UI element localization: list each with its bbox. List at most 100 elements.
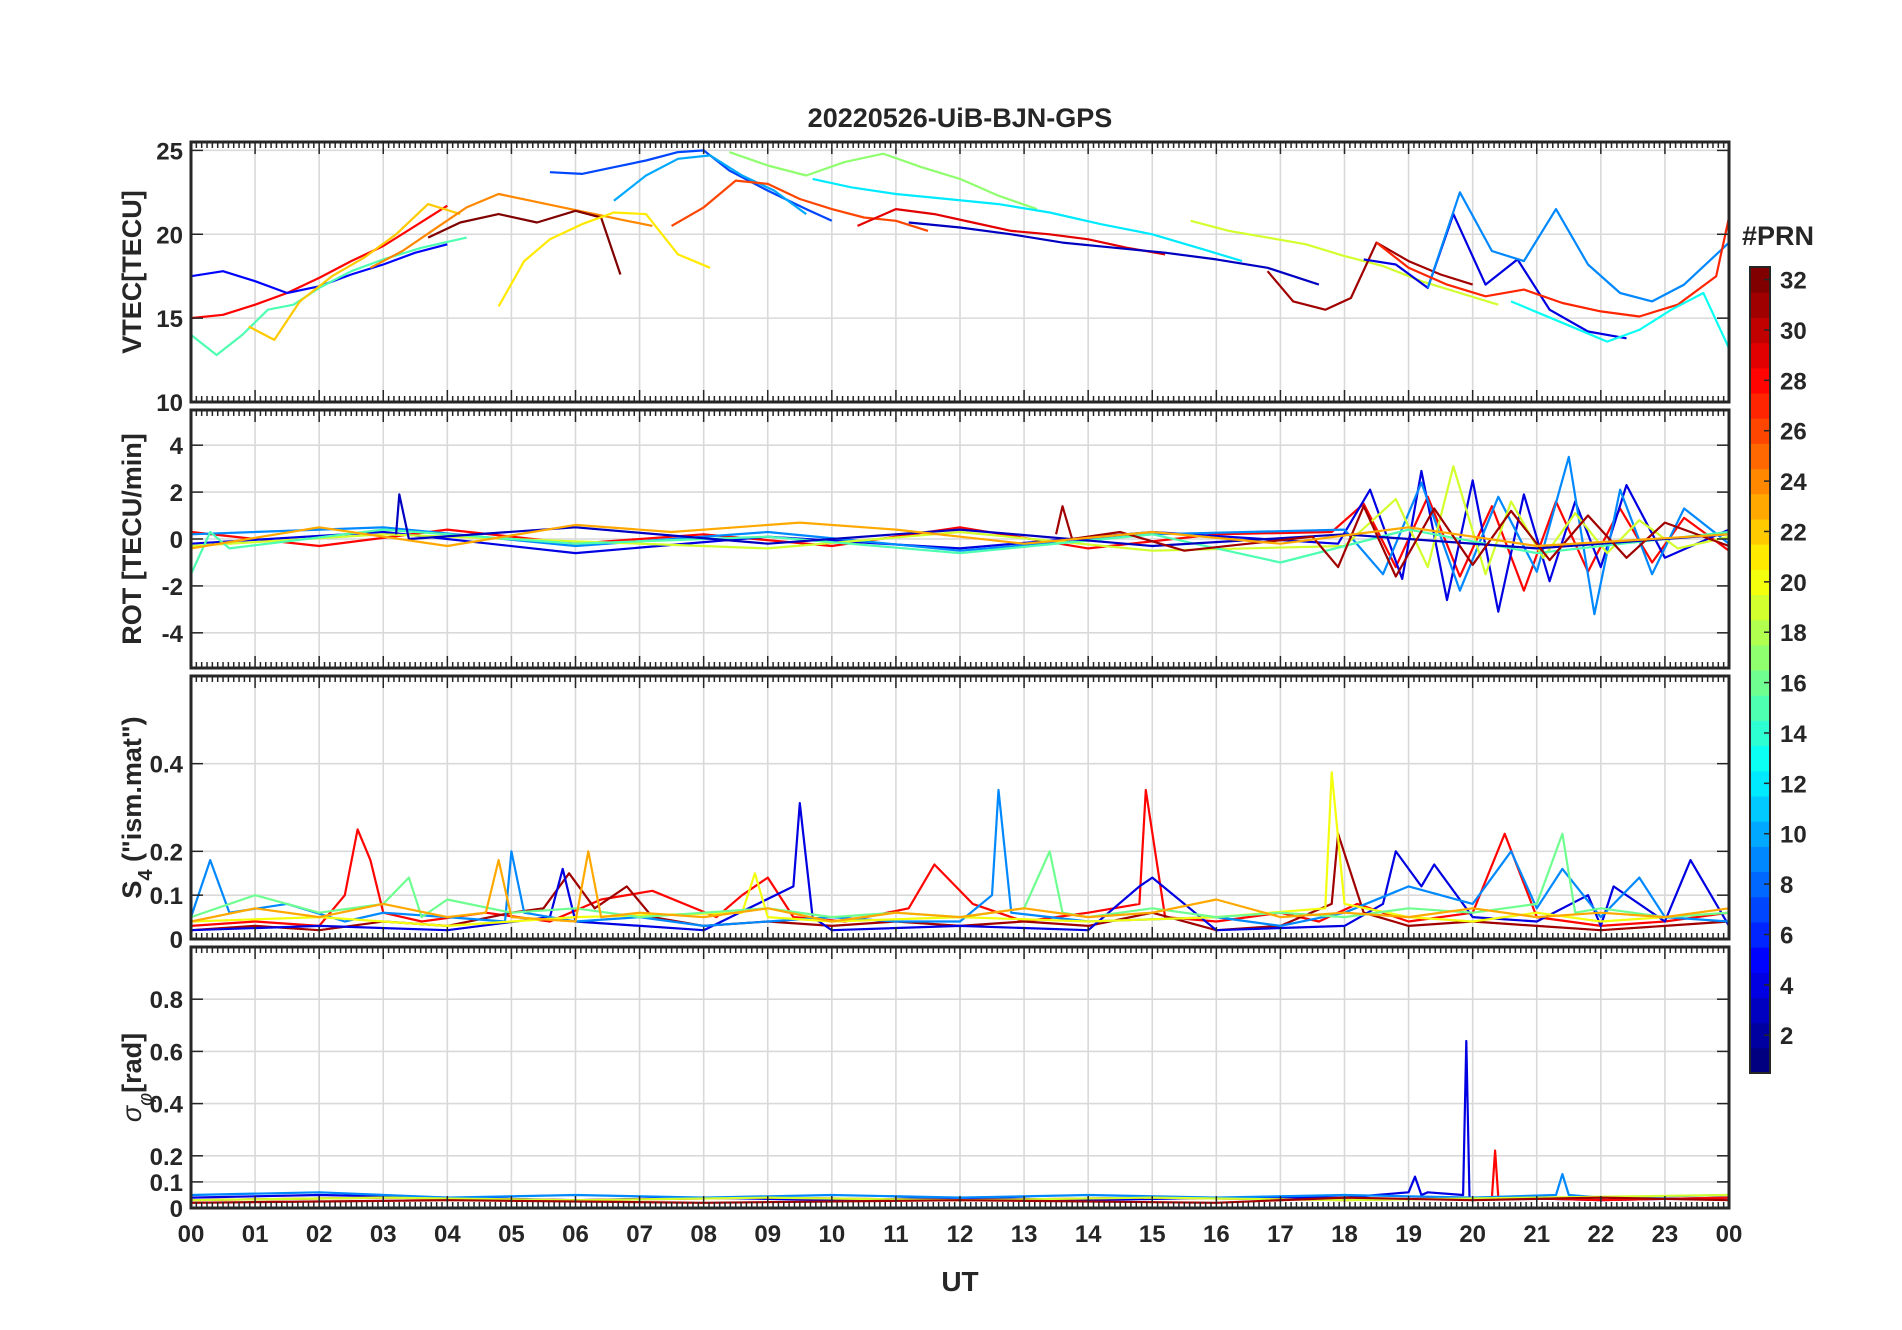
colorbar-segment <box>1750 367 1770 394</box>
colorbar-segment <box>1750 720 1770 747</box>
colorbar-segment <box>1750 468 1770 495</box>
colorbar-segment <box>1750 1022 1770 1049</box>
colorbar-segment <box>1750 871 1770 898</box>
y-tick-label: 2 <box>170 480 183 507</box>
colorbar-tick-label: 28 <box>1780 368 1807 395</box>
series-line-prn-24 <box>369 192 653 269</box>
colorbar-segment <box>1750 745 1770 772</box>
colorbar-tick-label: 30 <box>1780 318 1807 345</box>
colorbar-segment <box>1750 846 1770 873</box>
y-tick-label: 10 <box>156 390 183 417</box>
colorbar-segment <box>1750 1047 1770 1074</box>
colorbar-tick-label: 14 <box>1780 721 1807 748</box>
series-line-prn-7 <box>549 149 833 222</box>
panel-vtec: 10 15 20 25 VTEC[TECU] <box>117 138 1731 417</box>
series-line-prn-23 <box>191 521 1729 550</box>
x-tick-label: 05 <box>498 1221 525 1248</box>
colorbar-tick-label: 24 <box>1780 469 1807 496</box>
x-tick-label: 15 <box>1139 1221 1166 1248</box>
colorbar-segment <box>1750 670 1770 696</box>
colorbar-segment <box>1750 821 1770 847</box>
x-axis-label: UT <box>941 1266 978 1297</box>
x-tick-labels: 00 01 02 03 04 05 06 07 08 09 10 11 12 13 14 15 16 17 18 19… <box>178 1221 1743 1248</box>
colorbar-segment <box>1750 342 1770 369</box>
x-tick-label: 23 <box>1652 1221 1679 1248</box>
colorbar-segment <box>1750 896 1770 923</box>
series-line-prn-23 <box>191 850 1729 923</box>
colorbar-segment <box>1750 619 1770 646</box>
series-line-prn-15 <box>191 236 467 357</box>
colorbar-tick-label: 22 <box>1780 519 1807 546</box>
x-tick-label: 14 <box>1075 1221 1102 1248</box>
colorbar-frame <box>1749 266 1771 1074</box>
colorbar-label: #PRN <box>1742 221 1814 251</box>
colorbar-segment <box>1750 947 1770 973</box>
series-line-prn-15 <box>191 528 1729 575</box>
series-line-prn-3 <box>908 221 1320 286</box>
x-tick-label: 21 <box>1523 1221 1550 1248</box>
x-tick-label: 16 <box>1203 1221 1230 1248</box>
colorbar-tick-label: 4 <box>1780 973 1794 1000</box>
panel-rot: -4 -2 0 2 4 ROT [TECU/min] <box>117 408 1731 670</box>
colorbar-tick-label: 10 <box>1780 822 1807 849</box>
y-axis-label: S4 ("ism.mat") <box>117 716 157 898</box>
colorbar-tick-label: 16 <box>1780 671 1807 698</box>
x-tick-label: 18 <box>1331 1221 1358 1248</box>
y-tick-label: -2 <box>162 574 183 601</box>
y-tick-label: 0 <box>170 527 183 554</box>
series-line-prn-31 <box>1055 505 1729 578</box>
colorbar-segment <box>1750 544 1770 570</box>
x-tick-label: 12 <box>947 1221 974 1248</box>
series-line-prn-21 <box>497 211 711 307</box>
colorbar-segment <box>1750 644 1770 671</box>
x-tick-label: 00 <box>1716 1221 1743 1248</box>
y-tick-label: 0.6 <box>150 1039 183 1066</box>
x-tick-label: 17 <box>1267 1221 1294 1248</box>
y-tick-label: 4 <box>170 433 184 460</box>
colorbar-tick-label: 8 <box>1780 872 1793 899</box>
colorbar-tick-label: 6 <box>1780 922 1793 949</box>
x-tick-label: 02 <box>306 1221 333 1248</box>
colorbar-segment <box>1750 795 1770 822</box>
series-group <box>191 149 1729 357</box>
series-line-prn-9 <box>1426 191 1729 303</box>
colorbar-segment <box>1750 518 1770 545</box>
series-group <box>191 771 1729 932</box>
series-line-prn-27 <box>1375 217 1729 318</box>
x-tick-label: 04 <box>434 1221 461 1248</box>
colorbar-segment <box>1750 292 1770 318</box>
colorbar-segment <box>1750 317 1770 344</box>
x-tick-label: 07 <box>626 1221 653 1248</box>
y-tick-label: -4 <box>162 621 184 648</box>
x-tick-label: 11 <box>883 1221 908 1248</box>
x-tick-label: 19 <box>1395 1221 1422 1248</box>
series-line-prn-12 <box>812 177 1243 263</box>
colorbar-tick-label: 18 <box>1780 620 1807 647</box>
y-axis-label: σφ[rad] <box>117 1033 157 1122</box>
x-tick-label: 20 <box>1459 1221 1486 1248</box>
x-tick-label: 01 <box>242 1221 269 1248</box>
series-line-prn-31 <box>191 832 1729 932</box>
colorbar-segment <box>1750 392 1770 419</box>
series-line-prn-22 <box>248 203 461 341</box>
colorbar-segment <box>1750 695 1770 721</box>
y-tick-label: 0.2 <box>150 839 183 866</box>
colorbar-tick-label: 32 <box>1780 268 1807 295</box>
x-tick-label: 22 <box>1587 1221 1614 1248</box>
colorbar-tick-label: 20 <box>1780 570 1807 597</box>
series-line-prn-17 <box>728 151 1038 211</box>
y-tick-label: 0.1 <box>150 1170 183 1197</box>
x-tick-label: 08 <box>690 1221 717 1248</box>
colorbar-segment <box>1750 921 1770 948</box>
panel-sigma_phi: 00.10.2 0.4 0.6 0.8 σφ[rad] <box>117 945 1731 1223</box>
series-line-prn-9 <box>191 788 1729 928</box>
colorbar-segment <box>1750 418 1770 444</box>
y-tick-label: 0.1 <box>150 883 183 910</box>
y-tick-label: 0 <box>170 927 183 954</box>
y-tick-label: 25 <box>156 138 183 165</box>
colorbar-segment <box>1750 267 1770 293</box>
series-line-prn-9 <box>191 455 1729 616</box>
colorbar-tick-label: 26 <box>1780 419 1807 446</box>
